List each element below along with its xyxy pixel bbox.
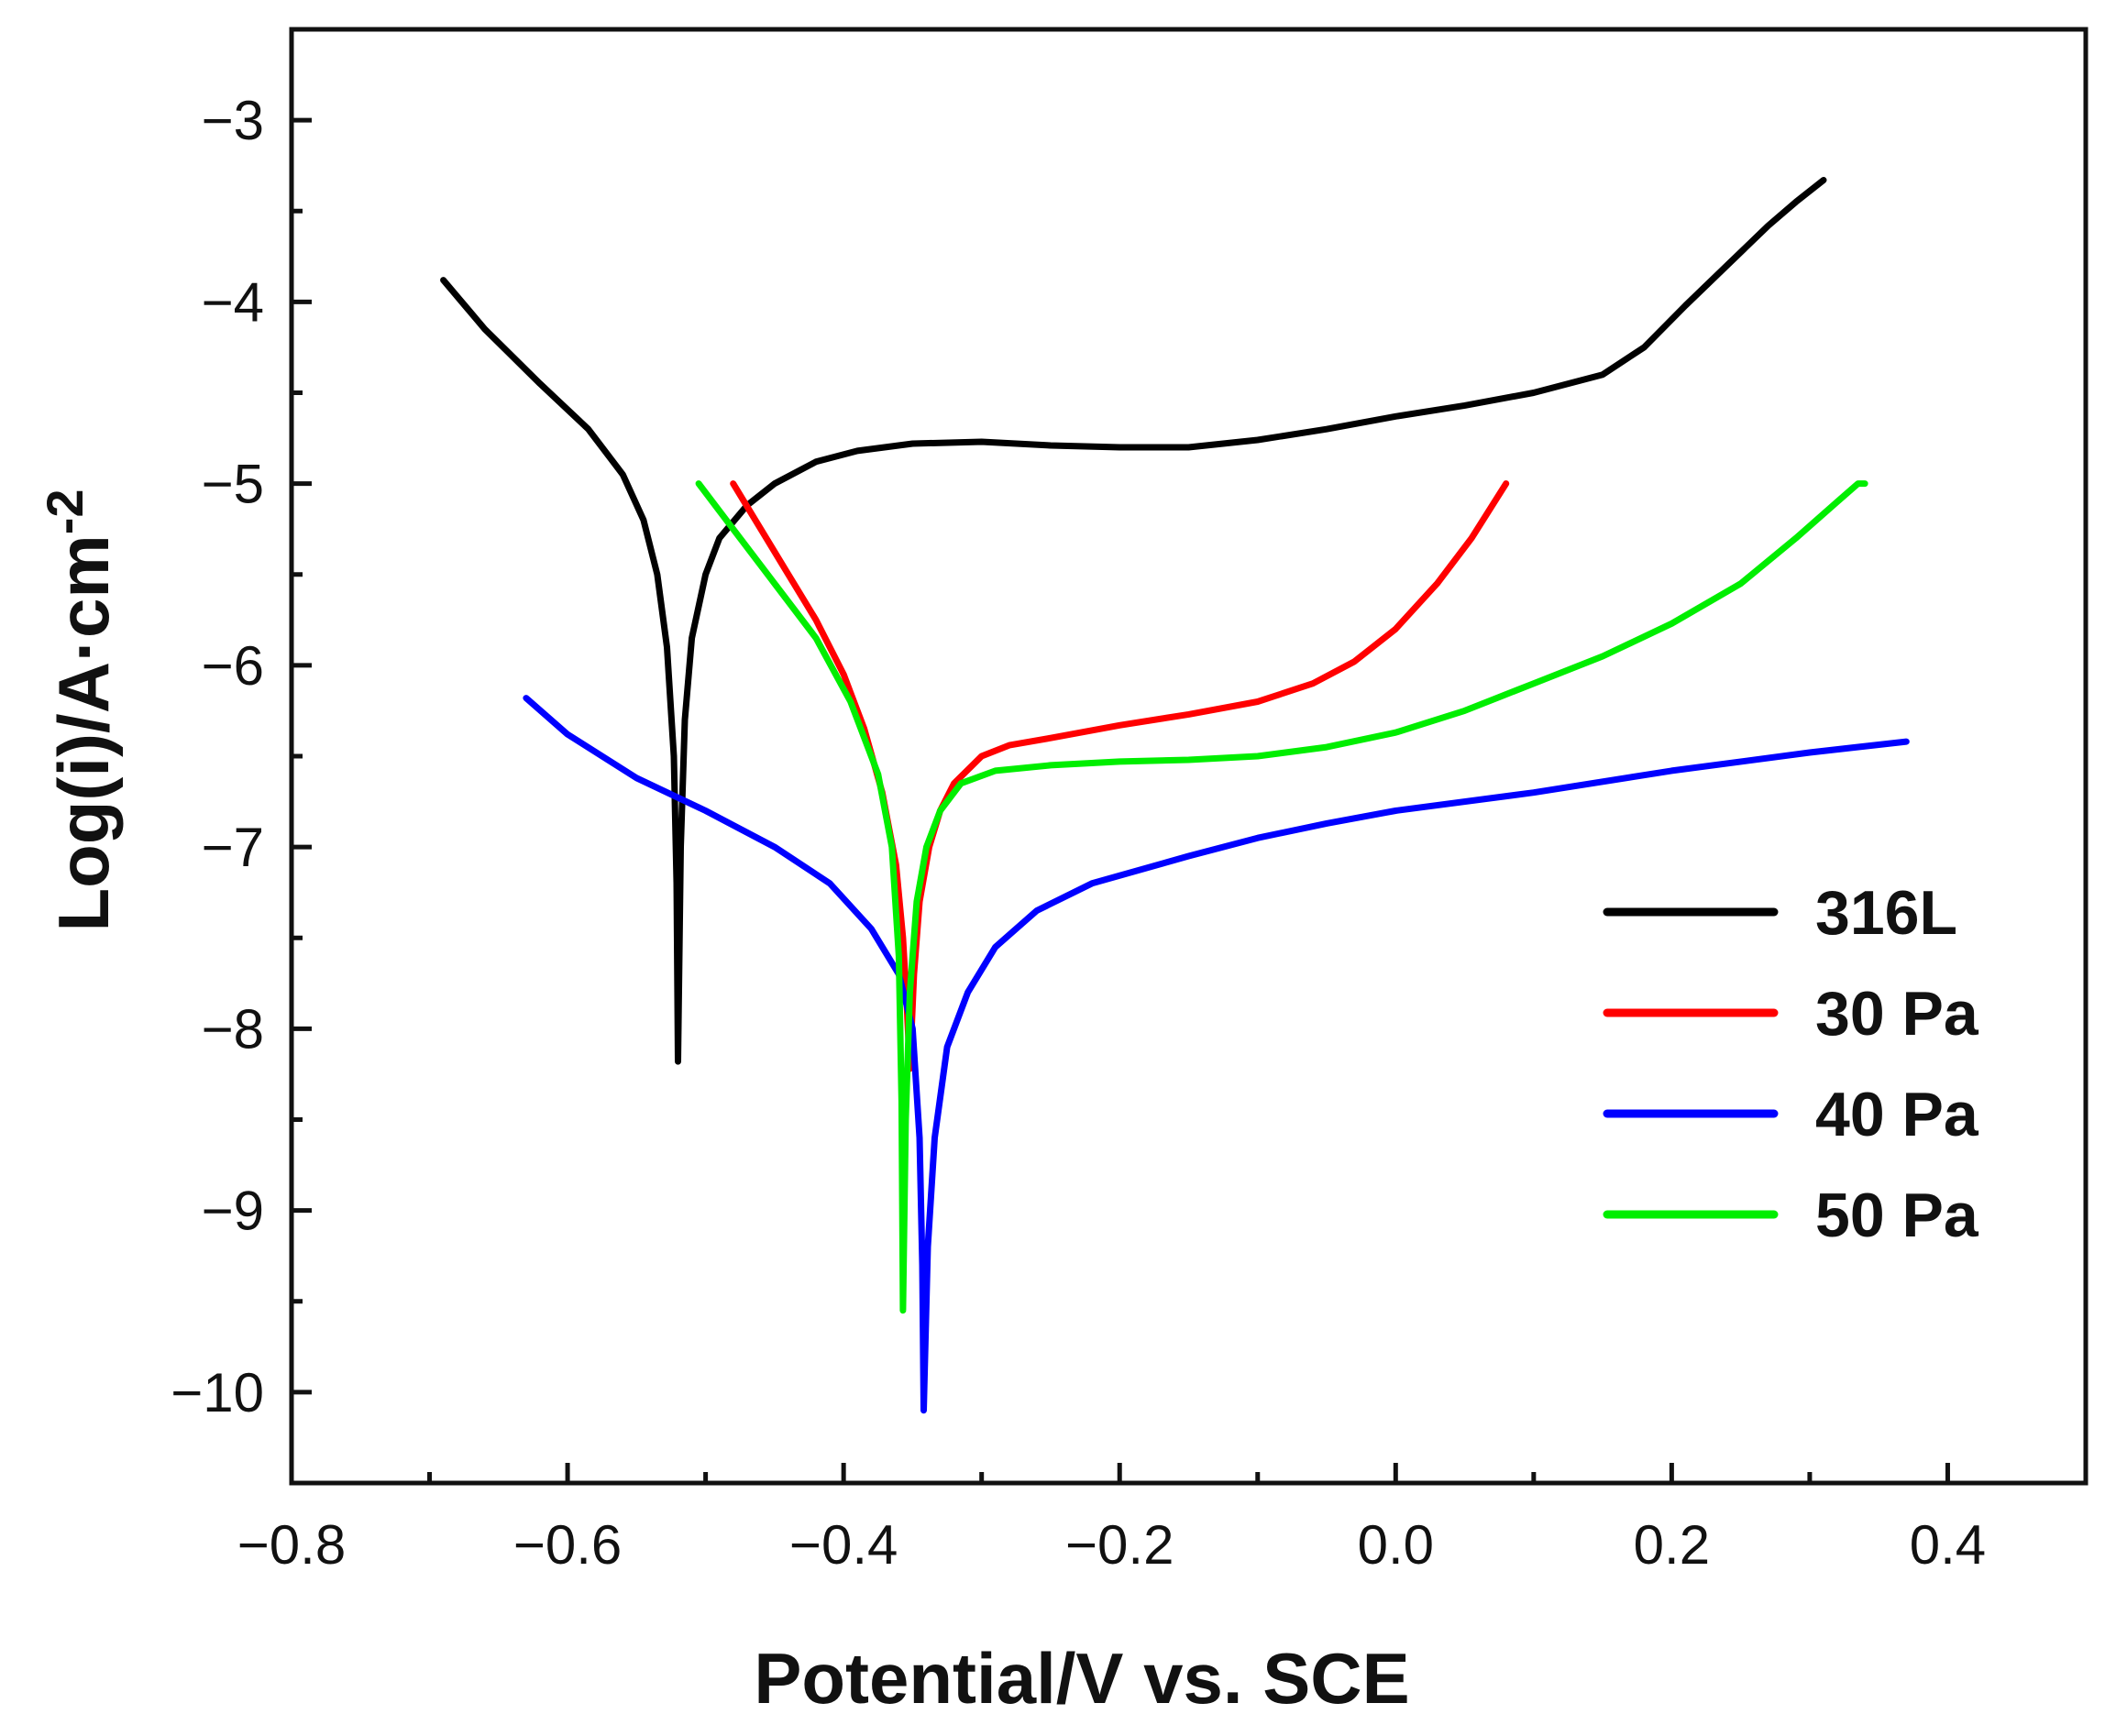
- y-tick-label: −10: [171, 1362, 264, 1423]
- series-line-40-pa: [523, 695, 1910, 1414]
- x-tick-label: −0.8: [237, 1514, 346, 1576]
- series-line-316l: [440, 177, 1827, 1065]
- x-axis-title: Potential/V vs. SCE: [754, 1638, 1409, 1719]
- x-tick-labels: −0.8 −0.6 −0.4 −0.2 0.0 0.2 0.4: [237, 1514, 1986, 1576]
- x-tick-label: 0.0: [1358, 1514, 1434, 1576]
- x-tick-label: 0.4: [1910, 1514, 1986, 1576]
- series-layer: [440, 177, 1910, 1414]
- x-tick-label: 0.2: [1634, 1514, 1710, 1576]
- legend: 316L 30 Pa 40 Pa 50 Pa: [1603, 878, 1979, 1250]
- y-tick-label: −7: [202, 817, 264, 878]
- y-tick-label: −3: [202, 90, 264, 151]
- series-line-50-pa: [695, 480, 1868, 1314]
- y-axis-title: Log(i)/A·cm-2: [36, 489, 124, 931]
- x-tick-label: −0.2: [1065, 1514, 1174, 1576]
- legend-label: 316L: [1815, 878, 1957, 948]
- y-tick-label: −4: [202, 271, 264, 333]
- x-tick-label: −0.6: [513, 1514, 622, 1576]
- y-tick-label: −6: [202, 635, 264, 697]
- y-axis-title-main: Log(i)/A·cm: [43, 534, 124, 931]
- legend-label: 40 Pa: [1815, 1080, 1979, 1149]
- y-tick-label: −9: [202, 1181, 264, 1242]
- legend-label: 50 Pa: [1815, 1181, 1979, 1250]
- plot-frame: [289, 27, 2088, 1486]
- y-tick-label: −8: [202, 998, 264, 1060]
- y-tick-labels: −3 −4 −5 −6 −7 −8 −9 −10: [171, 90, 264, 1423]
- y-tick-label: −5: [202, 454, 264, 515]
- y-axis-title-superscript: -2: [36, 489, 94, 534]
- x-tick-label: −0.4: [789, 1514, 898, 1576]
- legend-label: 30 Pa: [1815, 979, 1979, 1049]
